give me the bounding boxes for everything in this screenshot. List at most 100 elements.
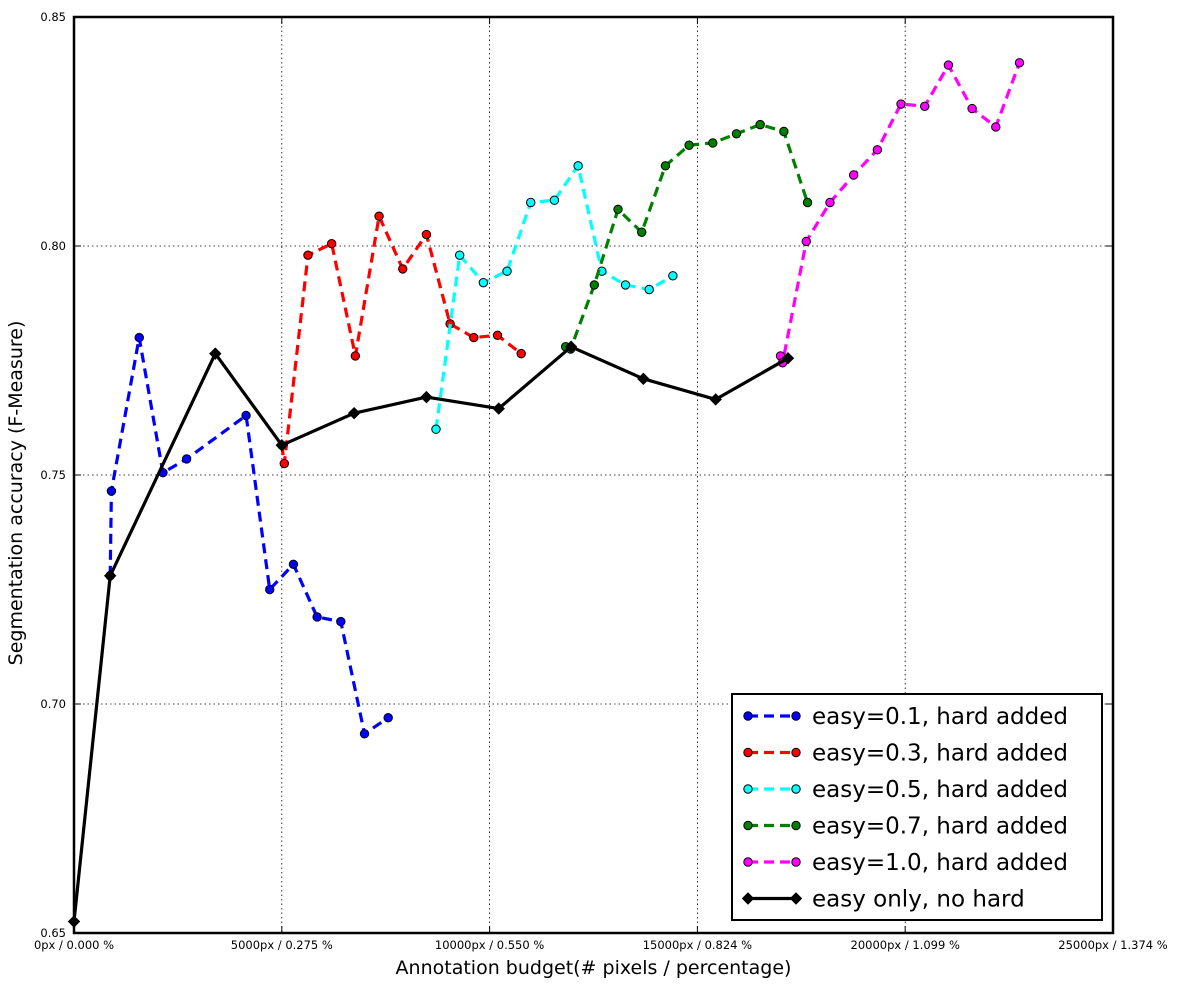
data-point bbox=[991, 122, 1001, 132]
series-4 bbox=[560, 119, 813, 354]
series-6 bbox=[67, 340, 795, 928]
data-point bbox=[350, 351, 361, 361]
data-point bbox=[564, 340, 578, 353]
data-point bbox=[1014, 58, 1025, 68]
data-point bbox=[469, 332, 479, 343]
legend-label: easy=0.7, hard added bbox=[812, 814, 1068, 840]
data-point bbox=[526, 197, 536, 208]
data-point bbox=[684, 140, 694, 150]
data-point bbox=[420, 390, 433, 404]
legend-swatch-marker bbox=[791, 857, 801, 867]
data-point bbox=[644, 284, 654, 295]
series-line bbox=[108, 336, 390, 736]
data-point bbox=[492, 402, 505, 415]
x-tick-label: 20000px / 1.099 % bbox=[851, 938, 960, 952]
data-point bbox=[398, 264, 408, 274]
data-point bbox=[549, 195, 560, 205]
data-point bbox=[336, 616, 346, 627]
data-point bbox=[275, 439, 289, 452]
data-point bbox=[347, 406, 361, 420]
data-point bbox=[359, 729, 370, 739]
data-point bbox=[589, 280, 600, 290]
y-tick-label: 0.75 bbox=[40, 468, 66, 482]
legend-label: easy=1.0, hard added bbox=[812, 850, 1068, 876]
data-point bbox=[288, 559, 299, 570]
legend-item: easy only, no hard bbox=[741, 887, 1025, 913]
data-point bbox=[103, 569, 117, 582]
series-line bbox=[434, 164, 674, 430]
series-3 bbox=[431, 161, 678, 434]
x-axis-title: Annotation budget(# pixels / percentage) bbox=[396, 957, 792, 979]
data-point bbox=[896, 99, 906, 109]
data-point bbox=[802, 197, 813, 208]
legend-label: easy=0.3, hard added bbox=[812, 741, 1068, 767]
data-point bbox=[303, 250, 313, 260]
data-point bbox=[708, 138, 718, 148]
data-point bbox=[779, 126, 789, 137]
data-point bbox=[326, 239, 337, 249]
data-point bbox=[755, 119, 765, 130]
legend-item: easy=0.3, hard added bbox=[743, 741, 1068, 767]
series-line bbox=[778, 62, 1022, 365]
data-point bbox=[781, 352, 795, 365]
data-point bbox=[825, 197, 835, 208]
data-point bbox=[872, 145, 883, 155]
legend-swatch-marker bbox=[741, 892, 755, 905]
legend-swatch-marker bbox=[791, 747, 801, 758]
y-tick-label: 0.85 bbox=[40, 10, 66, 24]
data-point bbox=[134, 332, 144, 343]
data-point bbox=[454, 250, 465, 260]
legend-label: easy only, no hard bbox=[812, 887, 1025, 913]
data-point bbox=[660, 161, 671, 171]
legend-item: easy=0.1, hard added bbox=[743, 704, 1068, 730]
legend: easy=0.1, hard added easy=0.3, hard added… bbox=[731, 693, 1103, 921]
data-point bbox=[967, 103, 977, 114]
legend-item: easy=0.7, hard added bbox=[743, 814, 1068, 840]
legend-swatch-marker bbox=[791, 820, 801, 831]
data-point bbox=[573, 161, 583, 171]
y-tick-label: 0.70 bbox=[40, 697, 66, 711]
data-point bbox=[848, 170, 859, 180]
data-point bbox=[516, 348, 526, 359]
data-point bbox=[383, 713, 393, 723]
data-point bbox=[620, 280, 631, 290]
data-point bbox=[943, 60, 954, 70]
legend-box bbox=[731, 693, 1103, 921]
data-point bbox=[374, 211, 384, 221]
x-tick-label: 15000px / 0.824 % bbox=[643, 938, 752, 952]
data-point bbox=[181, 454, 192, 464]
data-point bbox=[241, 410, 251, 421]
legend-swatch-marker bbox=[743, 711, 753, 721]
data-point bbox=[478, 277, 489, 288]
data-point bbox=[613, 204, 623, 215]
legend-item: easy=1.0, hard added bbox=[743, 850, 1068, 876]
legend-label: easy=0.1, hard added bbox=[812, 704, 1068, 730]
data-point bbox=[431, 424, 441, 434]
legend-swatch-marker bbox=[743, 784, 753, 794]
data-point bbox=[637, 227, 647, 237]
x-tick-label: 5000px / 0.275 % bbox=[231, 938, 333, 952]
legend-swatch-marker bbox=[791, 784, 801, 794]
data-point bbox=[668, 271, 678, 281]
data-point bbox=[709, 393, 722, 406]
series-line bbox=[565, 123, 810, 351]
data-point bbox=[801, 236, 811, 247]
axis-ticks: 0px / 0.000 % 5000px / 0.275 % 10000px / 0… bbox=[34, 10, 1168, 952]
data-point bbox=[492, 330, 503, 341]
data-point bbox=[279, 458, 289, 469]
y-tick-label: 0.65 bbox=[40, 926, 66, 940]
data-point bbox=[312, 612, 322, 622]
series-line bbox=[280, 214, 523, 466]
legend-swatch-marker bbox=[743, 747, 753, 758]
legend-item: easy=0.5, hard added bbox=[743, 777, 1068, 803]
legend-swatch-marker bbox=[791, 711, 801, 721]
data-point bbox=[637, 372, 650, 386]
plot-series bbox=[67, 58, 1025, 928]
y-axis-title: Segmentation accuracy (F-Measure) bbox=[5, 321, 27, 666]
data-point bbox=[731, 129, 742, 139]
data-point bbox=[265, 584, 275, 595]
data-point bbox=[209, 347, 222, 360]
data-point bbox=[920, 101, 930, 112]
data-point bbox=[106, 486, 117, 496]
